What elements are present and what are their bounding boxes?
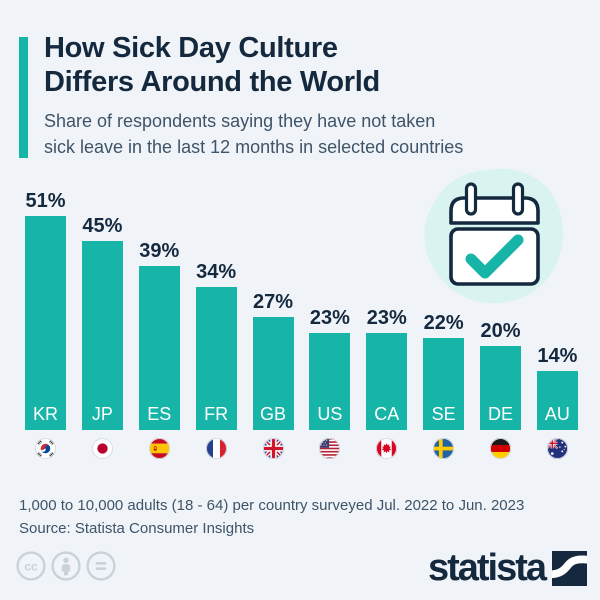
page-subtitle: Share of respondents saying they have no… [44, 108, 463, 160]
bar-value-label: 34% [196, 261, 237, 284]
equal-icon[interactable] [86, 551, 116, 581]
flag-united-states-icon [319, 438, 341, 459]
bar-column-de: 20% DE [480, 320, 521, 459]
flag-australia-icon [546, 438, 568, 459]
source-note: Source: Statista Consumer Insights [19, 520, 255, 537]
bar-value-label: 23% [309, 307, 350, 330]
flag-spain-icon [148, 438, 170, 459]
attribution-icon[interactable] [51, 551, 81, 581]
bar-value-label: 22% [423, 311, 464, 334]
statista-logo[interactable]: statista [427, 547, 590, 589]
bar-column-kr: 51% KR [25, 190, 66, 459]
bar-us: US [309, 333, 351, 430]
bar-de: DE [480, 346, 521, 430]
cc-icon[interactable]: cc [16, 551, 46, 581]
bar-ca: CA [366, 333, 408, 430]
header: How Sick Day Culture Differs Around the … [44, 31, 463, 160]
bar-au: AU [536, 371, 578, 430]
bar-gb: GB [252, 316, 294, 430]
footnote: 1,000 to 10,000 adults (18 - 64) per cou… [19, 494, 524, 540]
bar-country-label: CA [374, 404, 400, 424]
title-line-2: Differs Around the World [44, 66, 380, 98]
svg-text:cc: cc [24, 559, 38, 573]
bar-fr: FR [195, 287, 237, 430]
bar-column-jp: 45% JP [81, 215, 123, 459]
bar-column-es: 39% ES [138, 240, 180, 459]
bar-country-label: JP [91, 404, 113, 424]
statista-wordmark: statista [427, 547, 547, 589]
page-title: How Sick Day Culture Differs Around the … [44, 31, 463, 99]
subtitle-line-1: Share of respondents saying they have no… [44, 111, 436, 131]
bar-value-label: 23% [366, 307, 407, 330]
flag-south-korea-icon [35, 438, 56, 459]
flag-france-icon [205, 438, 227, 459]
survey-note: 1,000 to 10,000 adults (18 - 64) per cou… [19, 497, 525, 514]
bar-country-label: DE [487, 404, 513, 424]
bar-column-fr: 34% FR [195, 261, 237, 459]
bar-column-se: 22% SE [423, 311, 465, 459]
bar-kr: KR [25, 215, 66, 430]
bar-value-label: 14% [537, 345, 578, 368]
bar-country-label: GB [259, 404, 286, 424]
bar-value-label: 45% [82, 215, 123, 237]
bar-jp: JP [81, 241, 123, 430]
title-accent-bar [19, 37, 28, 158]
calendar-check-icon [419, 166, 569, 306]
bar-country-label: FR [204, 404, 229, 424]
bar-column-us: 23% US [309, 307, 351, 459]
flag-japan-icon [91, 438, 113, 459]
bar-country-label: ES [147, 404, 172, 424]
statista-logo-icon [549, 550, 590, 586]
bar-country-label: US [317, 404, 343, 424]
subtitle-line-2: sick leave in the last 12 months in sele… [44, 137, 464, 157]
bar-column-gb: 27% GB [252, 290, 294, 459]
bar-es: ES [138, 266, 180, 430]
bar-country-label: KR [32, 404, 58, 424]
flag-united-kingdom-icon [262, 438, 284, 459]
bar-value-label: 51% [25, 189, 66, 212]
flag-canada-icon [376, 438, 398, 459]
bar-country-label: SE [431, 404, 456, 424]
flag-sweden-icon [433, 438, 455, 459]
license-icons: cc [16, 551, 116, 581]
bar-column-au: 14% AU [536, 345, 578, 459]
bar-chart: 51% KR 45% JP 39% ES 34% FR 27% GB 23% US 23% CA 22% SE… [25, 190, 578, 459]
title-line-1: How Sick Day Culture [44, 32, 338, 64]
bar-value-label: 20% [480, 320, 521, 342]
flag-germany-icon [490, 438, 511, 459]
bar-column-ca: 23% CA [366, 307, 408, 459]
bar-value-label: 27% [252, 290, 294, 313]
bar-value-label: 39% [139, 240, 180, 263]
bar-se: SE [423, 337, 465, 430]
bar-country-label: AU [544, 404, 570, 424]
